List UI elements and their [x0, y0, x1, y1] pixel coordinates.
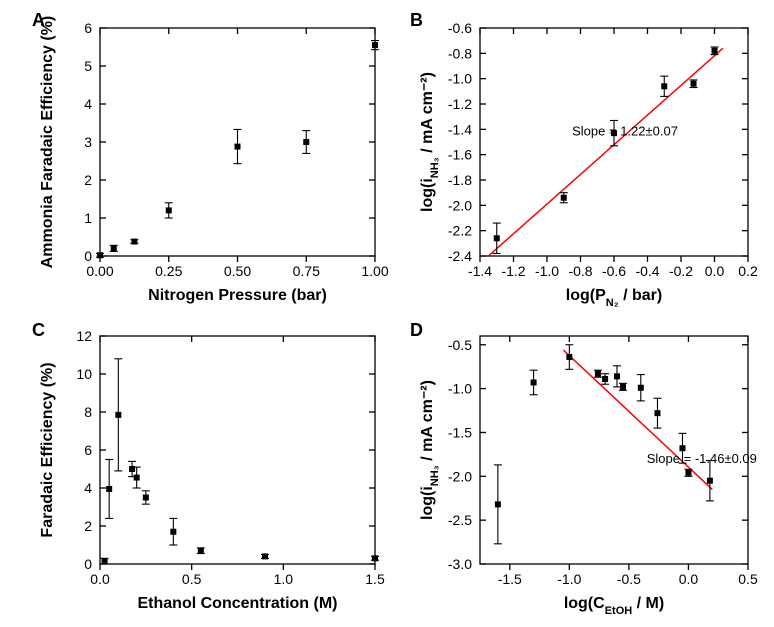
svg-text:-2.2: -2.2 — [448, 223, 472, 239]
svg-text:-1.0: -1.0 — [448, 381, 472, 397]
svg-text:5: 5 — [84, 58, 92, 74]
svg-text:0.5: 0.5 — [182, 571, 202, 587]
svg-text:-0.4: -0.4 — [635, 263, 659, 279]
svg-text:0: 0 — [84, 248, 92, 264]
svg-text:Slope = 1.22±0.07: Slope = 1.22±0.07 — [572, 124, 678, 139]
svg-text:-2.4: -2.4 — [448, 248, 472, 264]
svg-text:0.0: 0.0 — [705, 263, 725, 279]
svg-text:-1.0: -1.0 — [557, 571, 581, 587]
figure-root: A 0.000.250.500.751.000123456Nitrogen Pr… — [0, 0, 774, 627]
svg-text:-0.8: -0.8 — [448, 45, 472, 61]
svg-text:-1.5: -1.5 — [448, 424, 472, 440]
svg-text:-1.2: -1.2 — [501, 263, 525, 279]
svg-text:-1.0: -1.0 — [535, 263, 559, 279]
svg-text:log(PN₂ / bar): log(PN₂ / bar) — [566, 287, 662, 309]
svg-text:4: 4 — [84, 480, 92, 496]
svg-text:2: 2 — [84, 172, 92, 188]
svg-text:1.0: 1.0 — [274, 571, 294, 587]
svg-text:10: 10 — [76, 366, 92, 382]
svg-text:6: 6 — [84, 442, 92, 458]
svg-text:-1.0: -1.0 — [448, 71, 472, 87]
svg-text:log(iNH₃ / mA cm⁻²): log(iNH₃ / mA cm⁻²) — [419, 72, 441, 212]
svg-text:-0.6: -0.6 — [448, 20, 472, 36]
svg-text:0.0: 0.0 — [90, 571, 110, 587]
svg-text:0.25: 0.25 — [155, 263, 182, 279]
svg-text:2: 2 — [84, 518, 92, 534]
svg-text:-3.0: -3.0 — [448, 556, 472, 572]
svg-text:0.2: 0.2 — [738, 263, 758, 279]
svg-text:-1.2: -1.2 — [448, 96, 472, 112]
svg-text:Ethanol Concentration (M): Ethanol Concentration (M) — [138, 595, 338, 612]
svg-text:-0.2: -0.2 — [669, 263, 693, 279]
svg-text:log(iNH₃ / mA cm⁻²): log(iNH₃ / mA cm⁻²) — [419, 380, 441, 520]
svg-text:-2.0: -2.0 — [448, 468, 472, 484]
panel-C: 0.0 0.5 1.0 1.5 0 2 4 6 8 10 12 Ethanol Concentrati… — [30, 318, 400, 623]
svg-text:0.00: 0.00 — [86, 263, 113, 279]
svg-text:6: 6 — [84, 20, 92, 36]
svg-text:0.75: 0.75 — [293, 263, 320, 279]
svg-text:-1.6: -1.6 — [448, 147, 472, 163]
svg-text:1: 1 — [84, 210, 92, 226]
svg-text:-1.5: -1.5 — [498, 571, 522, 587]
svg-text:Ammonia Faradaic Efficiency (%: Ammonia Faradaic Efficiency (%) — [39, 16, 56, 269]
svg-text:-0.5: -0.5 — [448, 337, 472, 353]
svg-text:4: 4 — [84, 96, 92, 112]
panel-A: 0.00 0.25 0.50 0.75 1.00 0 1 2 3 4 5 6 Nitrogen Pres… — [30, 10, 400, 310]
svg-text:-2.0: -2.0 — [448, 197, 472, 213]
svg-text:-0.6: -0.6 — [602, 263, 626, 279]
svg-text:8: 8 — [84, 404, 92, 420]
panel-B: -1.4 -1.2 -1.0 -0.8 -0.6 -0.4 -0.2 0.0 0.2 -2.4 -2… — [405, 10, 770, 310]
svg-text:3: 3 — [84, 134, 92, 150]
svg-text:Slope = -1.46±0.09: Slope = -1.46±0.09 — [647, 451, 757, 466]
panel-D: -1.5 -1.0 -0.5 0.0 0.5 -3.0 -2.5 -2.0 -1.5 -1.0 -0… — [405, 318, 770, 623]
svg-text:Nitrogen Pressure (bar): Nitrogen Pressure (bar) — [148, 287, 327, 304]
svg-text:0.5: 0.5 — [738, 571, 758, 587]
svg-text:log(CEtOH / M): log(CEtOH / M) — [564, 595, 664, 617]
svg-text:0.0: 0.0 — [679, 571, 699, 587]
svg-text:12: 12 — [76, 328, 92, 344]
svg-text:-0.5: -0.5 — [617, 571, 641, 587]
svg-text:Faradaic Efficiency (%): Faradaic Efficiency (%) — [39, 362, 56, 537]
svg-text:0.50: 0.50 — [224, 263, 251, 279]
svg-text:1.5: 1.5 — [365, 571, 385, 587]
svg-text:-1.4: -1.4 — [468, 263, 492, 279]
svg-text:-1.4: -1.4 — [448, 121, 472, 137]
svg-text:-2.5: -2.5 — [448, 512, 472, 528]
svg-text:0: 0 — [84, 556, 92, 572]
svg-text:-1.8: -1.8 — [448, 172, 472, 188]
svg-text:1.00: 1.00 — [361, 263, 388, 279]
svg-text:-0.8: -0.8 — [568, 263, 592, 279]
